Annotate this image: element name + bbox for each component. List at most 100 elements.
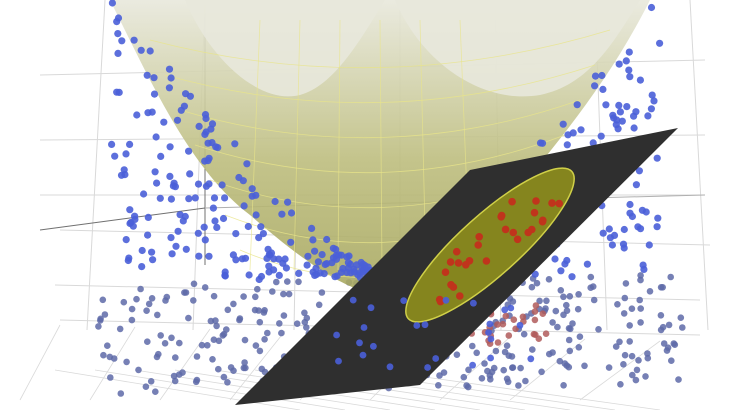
floor-point-red [494,321,501,328]
floor-point [284,278,291,285]
surface-point [167,234,175,242]
floor-point [549,349,556,356]
floor-point [644,354,652,362]
ellipse-point [530,208,539,217]
floor-point-red [530,330,538,338]
axis-line [39,207,206,231]
floor-point [170,372,178,380]
surface-point [150,90,159,98]
floor-point [215,365,222,373]
floor-point [101,311,109,318]
surface-point [622,57,630,65]
floor-point-red [539,310,547,318]
floor-point [212,317,219,324]
surface-point [281,255,289,263]
floor-point [575,291,582,298]
ellipse-point [513,235,522,244]
floor-point [565,363,573,371]
floor-point [193,353,201,360]
floor-point [269,288,276,295]
floor-point-red [532,302,540,309]
surface-point [108,140,116,148]
ellipse-point [532,197,540,205]
floor-point [679,324,686,331]
floor-point [230,300,237,308]
floor-point [252,342,260,349]
surface-point [264,245,272,253]
surface-point [200,223,208,231]
floor-point [533,279,541,287]
floor-point [210,292,218,300]
plane-point [413,322,421,329]
surface-point [252,211,260,219]
surface-point [589,139,597,147]
floor-point-red [531,316,539,324]
ellipse-point [508,197,516,206]
surface-wire [164,64,596,104]
surface-point [172,242,180,250]
ellipse-point [446,258,455,266]
floor-point [552,307,560,315]
floor-point [657,284,665,291]
floor-point [252,293,259,301]
surface-point [308,224,316,232]
surface-point [259,230,267,238]
surface-point [229,251,237,259]
surface-point [167,195,175,203]
floor-point [626,338,633,345]
floor-point [463,382,470,389]
plane-point [349,296,357,304]
floor-point [241,359,248,366]
floor-point [670,340,678,347]
surface-point [204,157,212,165]
floor-point [637,276,644,284]
surface-point [309,236,317,244]
surface-point [131,212,139,220]
surface-point [265,268,273,276]
surface-point [205,180,213,188]
floor-point [236,316,243,324]
plane-point [432,355,440,362]
floor-point [152,388,159,396]
ellipse-point [447,281,455,289]
floor-point [622,280,630,287]
floor-point [145,300,153,308]
floor-point [520,330,528,338]
grid-line [579,340,661,401]
floor-point [554,323,561,331]
grid-line [229,330,286,401]
surface-rim-left [185,0,385,97]
surface-point [182,90,190,98]
surface-point [221,268,229,276]
floor-point [190,280,198,288]
floor-point [285,290,293,298]
floor-point [556,357,564,365]
surface-point [359,260,367,268]
surface-point [591,82,599,90]
surface-point [345,252,353,260]
surface-point [636,76,645,84]
surface-point [350,268,358,276]
plane-point [469,361,476,369]
floor-point [224,379,231,386]
surface-point [642,208,650,216]
floor-point [587,273,595,281]
floor-point [549,319,556,326]
floor-point [261,307,268,314]
floor-point [529,346,536,353]
floor-point [219,332,227,339]
surface-point [185,147,193,155]
surface-wire [249,19,261,271]
surface-point [138,263,146,271]
floor-point [100,351,107,359]
grid-line [94,369,346,410]
grid-line [439,336,511,401]
surface-point [564,131,572,139]
surface-point [144,213,152,221]
surface-point [653,154,661,162]
surface-point [626,200,634,209]
floor-point [657,326,665,334]
floor-point [621,294,629,302]
surface-point [605,225,613,233]
